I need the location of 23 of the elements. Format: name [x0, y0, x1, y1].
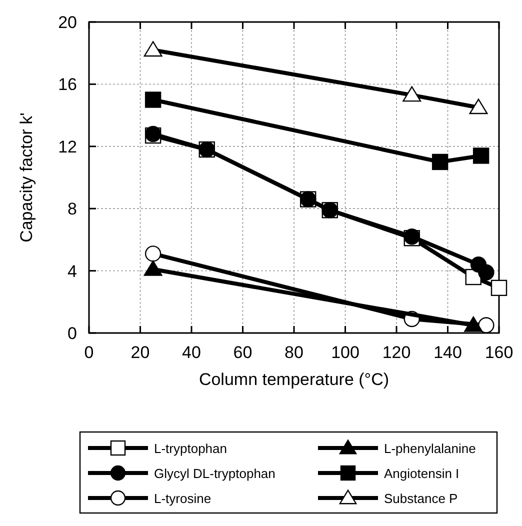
x-tick-label: 100 — [331, 343, 360, 362]
x-tick-label: 160 — [484, 343, 514, 362]
y-tick-label: 0 — [68, 324, 77, 343]
y-tick-label: 12 — [58, 137, 77, 156]
legend-label: Substance P — [384, 491, 458, 506]
x-tick-label: 140 — [434, 343, 462, 362]
y-tick-label: 16 — [58, 75, 77, 94]
y-axis-title: Capacity factor k' — [17, 112, 36, 242]
x-tick-label: 40 — [182, 343, 201, 362]
x-tick-label: 20 — [130, 343, 150, 362]
x-axis-title: Column temperature (°C) — [198, 370, 390, 389]
x-tick-label: 120 — [382, 343, 411, 362]
x-tick-label: 0 — [84, 343, 94, 362]
x-tick-label: 60 — [233, 343, 252, 362]
y-tick-label: 4 — [68, 262, 77, 281]
legend-label: L-phenylalanine — [384, 441, 476, 456]
legend-label: L-tyrosine — [154, 491, 212, 506]
legend-label: L-tryptophan — [154, 441, 227, 456]
y-tick-label: 8 — [68, 200, 77, 219]
legend-label: Glycyl DL-tryptophan — [154, 466, 276, 481]
legend-label: Angiotensin I — [384, 466, 460, 481]
x-tick-label: 80 — [284, 343, 304, 362]
y-tick-label: 20 — [58, 13, 77, 32]
